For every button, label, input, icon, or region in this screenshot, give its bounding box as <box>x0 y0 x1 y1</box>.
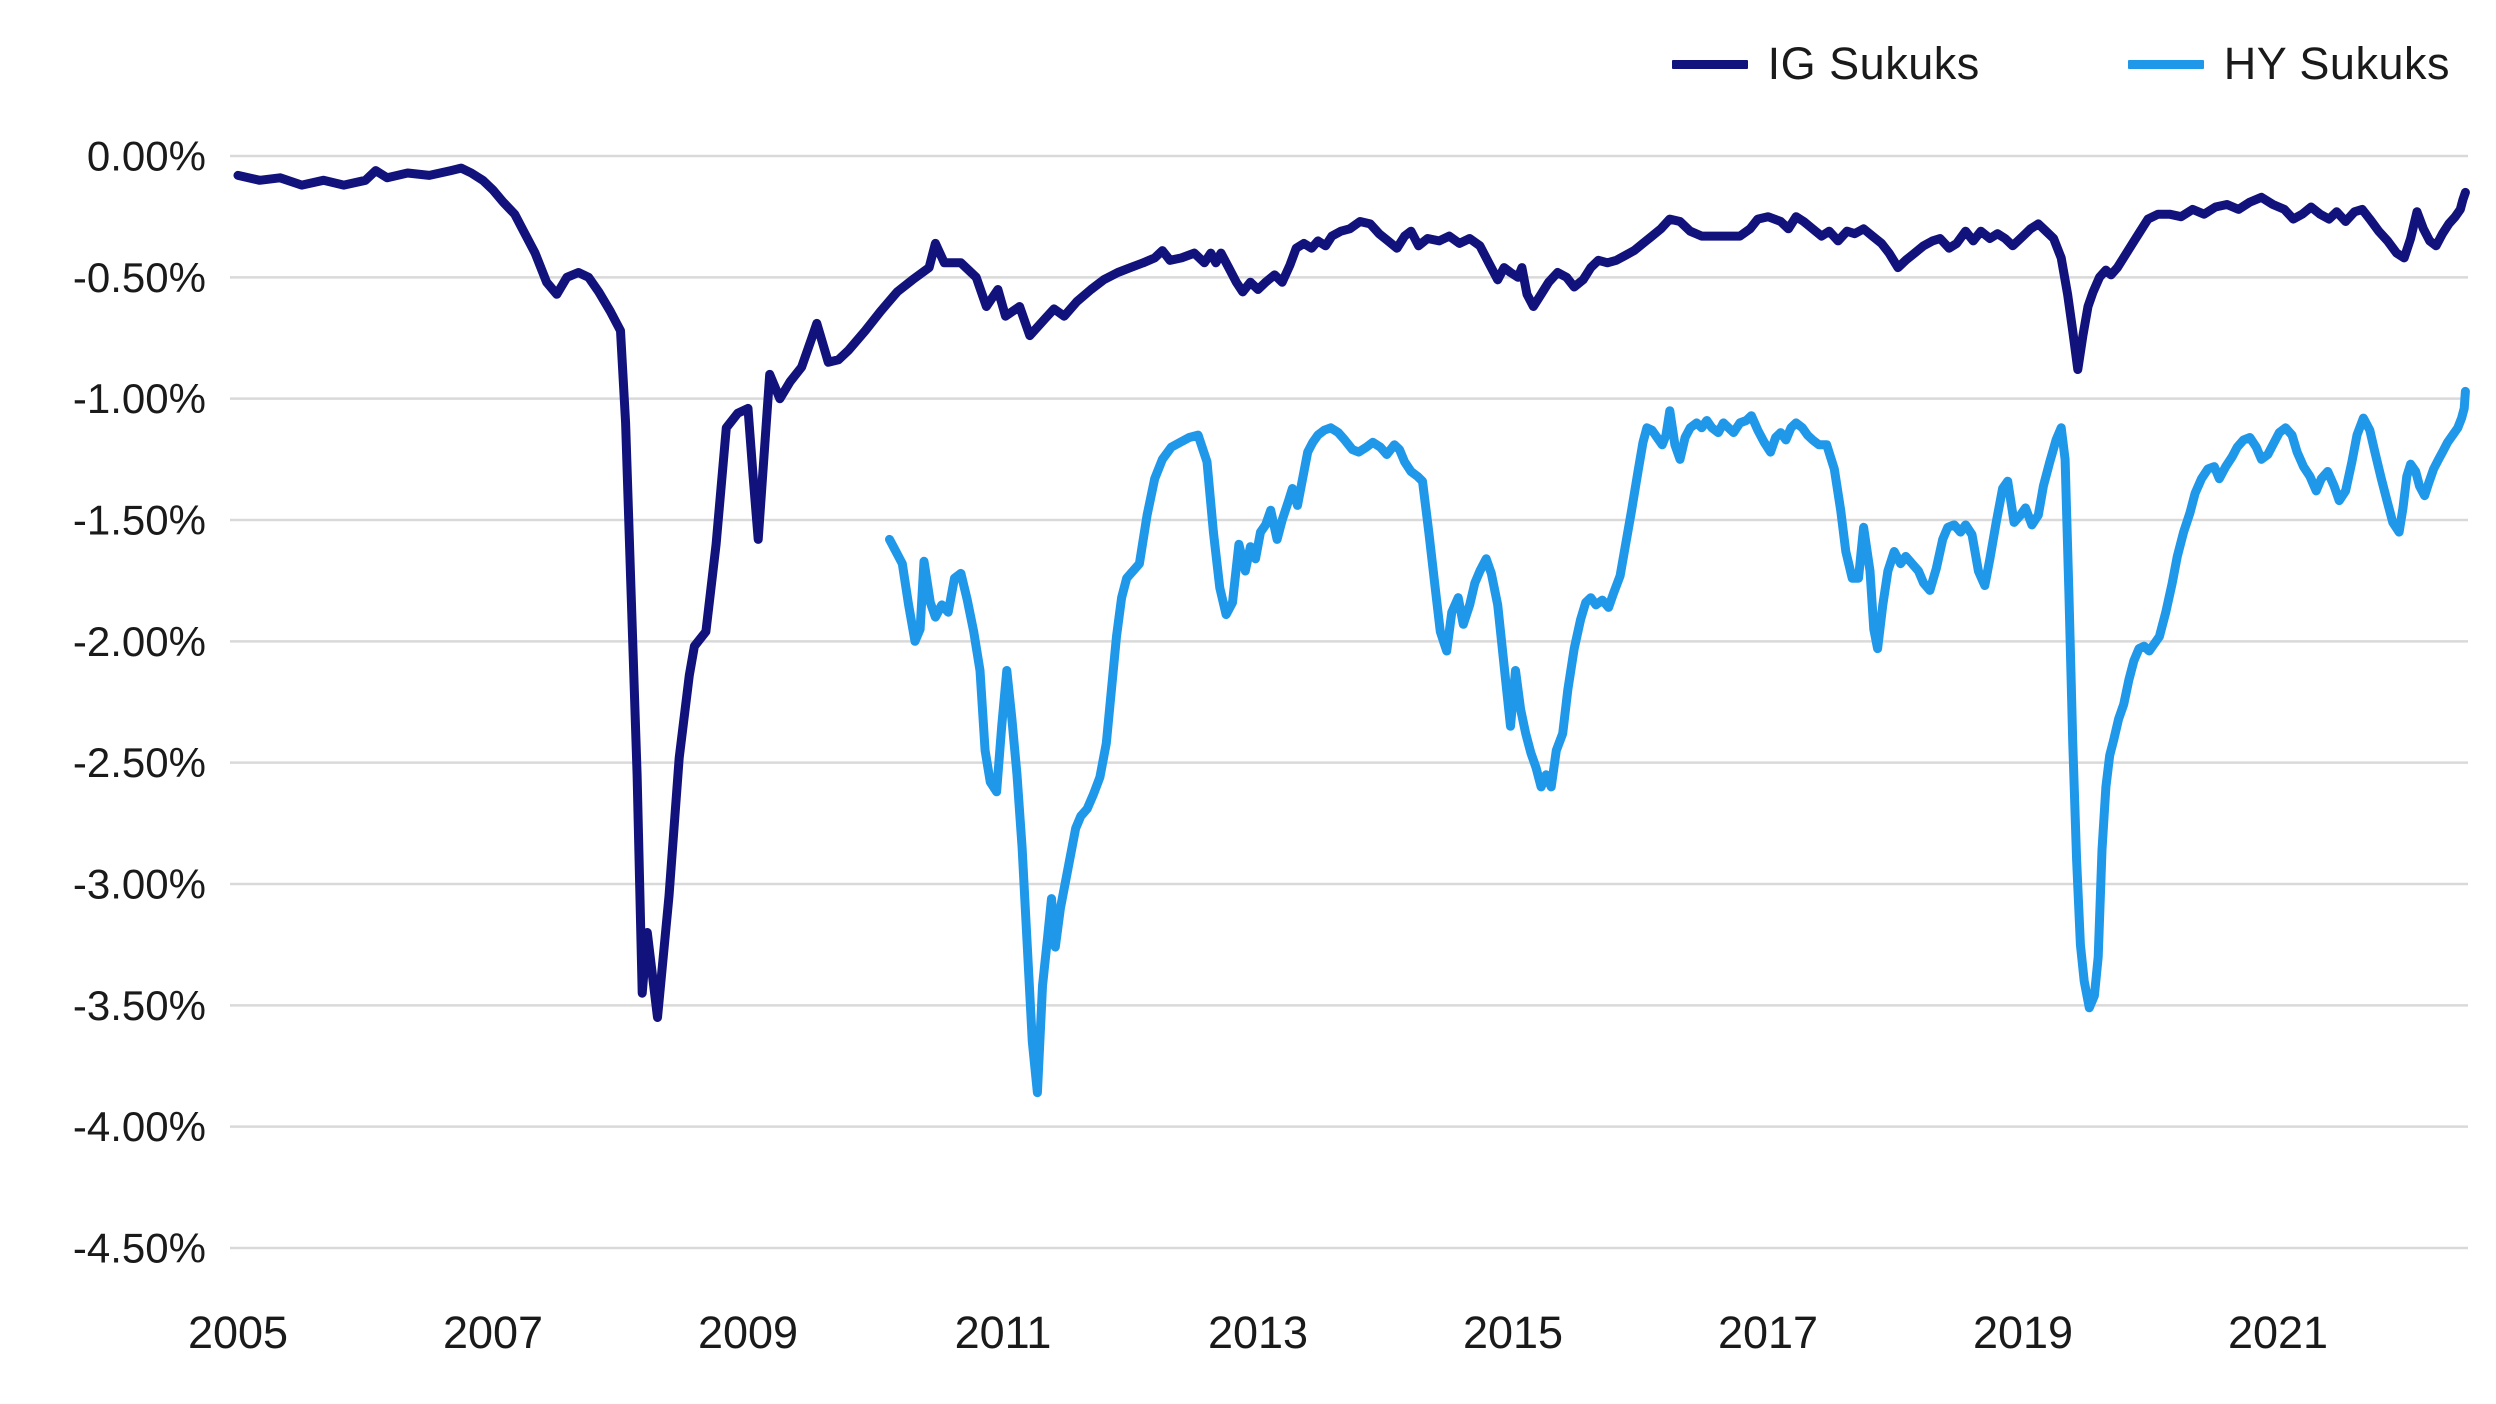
legend-item-hy-sukuks: HY Sukuks <box>2127 38 2450 90</box>
x-axis-tick-label: 2009 <box>698 1307 798 1358</box>
y-axis-tick-label: -3.50% <box>73 982 206 1029</box>
y-axis-tick-label: -1.50% <box>73 497 206 544</box>
y-axis-tick-label: -2.50% <box>73 739 206 786</box>
y-axis-tick-label: -4.50% <box>73 1225 206 1272</box>
ig-sukuks-line-swatch <box>1671 59 1748 69</box>
hy-sukuks-line-swatch <box>2127 59 2204 69</box>
x-axis-tick-label: 2013 <box>1208 1307 1308 1358</box>
x-axis-tick-label: 2007 <box>443 1307 543 1358</box>
x-axis-tick-label: 2005 <box>188 1307 288 1358</box>
ig-sukuks-line <box>233 163 2470 1022</box>
y-axis-tick-label: -1.00% <box>73 375 206 422</box>
legend-label-hy-sukuks: HY Sukuks <box>2223 38 2450 89</box>
legend-label-ig-sukuks: IG Sukuks <box>1767 38 1980 89</box>
x-axis-tick-label: 2011 <box>955 1307 1052 1358</box>
y-axis-tick-label: -0.50% <box>73 254 206 301</box>
x-axis-tick-label: 2019 <box>1973 1307 2073 1358</box>
legend-item-ig-sukuks: IG Sukuks <box>1671 38 1980 90</box>
y-axis-tick-label: -3.00% <box>73 861 206 908</box>
y-axis-tick-label: 0.00% <box>87 133 206 180</box>
y-axis-tick-label: -4.00% <box>73 1103 206 1150</box>
legend: IG Sukuks HY Sukuks <box>1671 38 2450 90</box>
y-axis-tick-label: -2.00% <box>73 618 206 665</box>
x-axis-tick-label: 2015 <box>1463 1307 1563 1358</box>
hy-sukuks-line <box>885 386 2470 1098</box>
x-axis-tick-label: 2021 <box>2228 1307 2328 1358</box>
x-axis-tick-label: 2017 <box>1718 1307 1818 1358</box>
